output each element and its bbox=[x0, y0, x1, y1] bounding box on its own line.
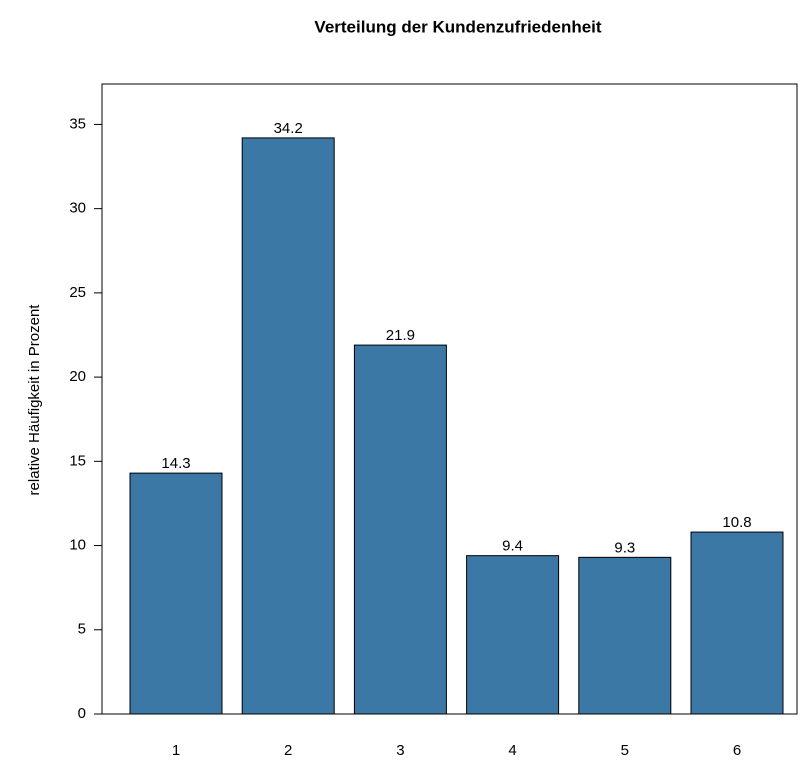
y-tick-label: 35 bbox=[69, 115, 86, 132]
bar bbox=[578, 556, 672, 715]
y-tick-label: 10 bbox=[69, 537, 86, 554]
y-tick-label: 15 bbox=[69, 452, 86, 469]
value-label: 9.4 bbox=[502, 538, 523, 555]
value-label: 34.2 bbox=[274, 120, 303, 137]
x-tick-label: 4 bbox=[508, 742, 516, 759]
y-tick-label: 25 bbox=[69, 284, 86, 301]
bar bbox=[129, 472, 223, 715]
value-label: 21.9 bbox=[386, 327, 415, 344]
y-axis-label: relative Häufigkeit in Prozent bbox=[26, 304, 43, 496]
x-tick-label: 3 bbox=[396, 742, 404, 759]
y-tick-label: 0 bbox=[78, 705, 86, 722]
bar bbox=[241, 137, 335, 715]
y-tick-label: 20 bbox=[69, 368, 86, 385]
chart-title: Verteilung der Kundenzufriedenheit bbox=[314, 17, 601, 36]
y-tick-label: 30 bbox=[69, 200, 86, 217]
value-label: 10.8 bbox=[722, 514, 751, 531]
bar bbox=[466, 555, 560, 715]
y-tick-label: 5 bbox=[78, 621, 86, 638]
plot-frame bbox=[101, 83, 798, 715]
x-tick-label: 6 bbox=[733, 742, 741, 759]
value-label: 9.3 bbox=[614, 539, 635, 556]
value-label: 14.3 bbox=[161, 455, 190, 472]
bar bbox=[353, 344, 447, 715]
x-tick-label: 2 bbox=[284, 742, 292, 759]
bar bbox=[690, 531, 784, 715]
x-tick-label: 5 bbox=[621, 742, 629, 759]
x-tick-label: 1 bbox=[172, 742, 180, 759]
